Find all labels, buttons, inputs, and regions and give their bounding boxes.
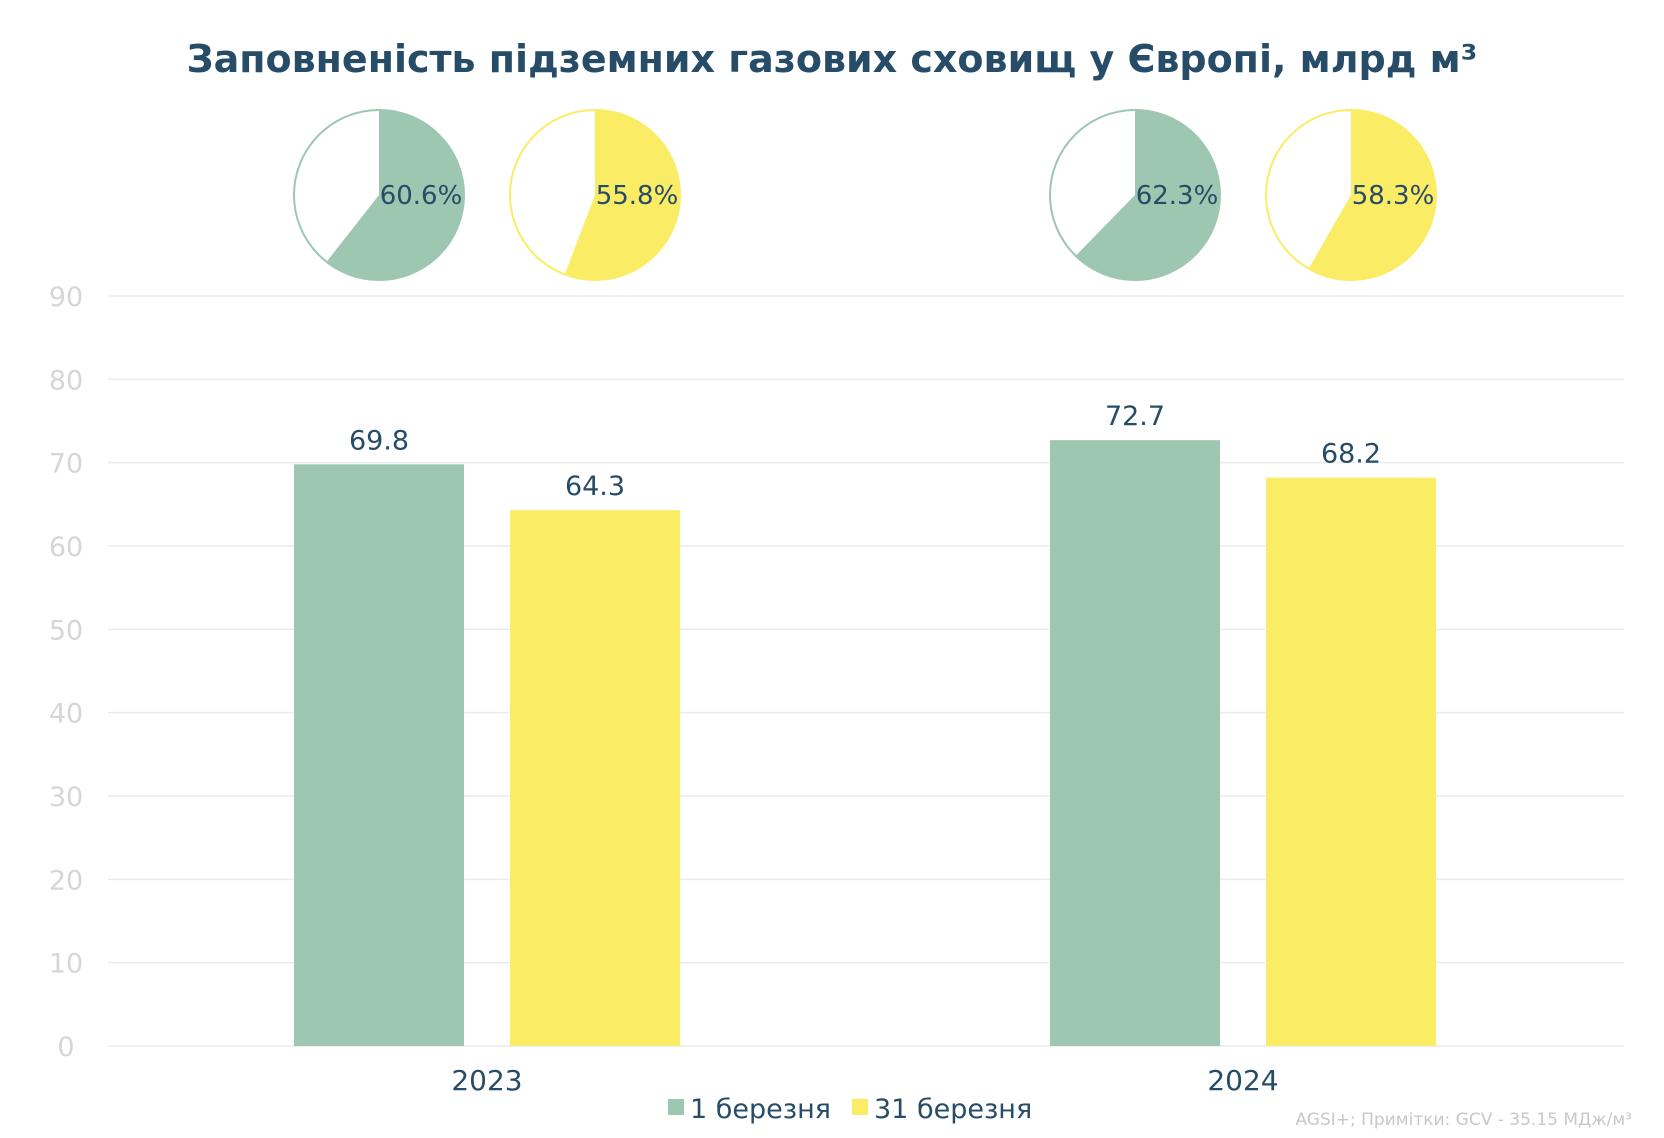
bar-2024-1 bbox=[1266, 477, 1436, 1047]
pie-2023-1: 55.8% bbox=[509, 109, 681, 281]
pie-slice bbox=[1075, 110, 1220, 280]
bars bbox=[294, 440, 1436, 1047]
pie-percent-label: 60.6% bbox=[380, 181, 463, 211]
pie-percent-label: 58.3% bbox=[1352, 181, 1435, 211]
x-axis-label: 2024 bbox=[1207, 1064, 1278, 1097]
legend-swatch bbox=[852, 1099, 868, 1115]
bar-value-label: 64.3 bbox=[565, 471, 625, 502]
pie-percent-label: 62.3% bbox=[1136, 181, 1219, 211]
y-tick-label: 0 bbox=[57, 1032, 74, 1063]
source-note: AGSI+; Примітки: GCV - 35.15 МДж/м³ bbox=[1295, 1110, 1632, 1130]
pie-2023-0: 60.6% bbox=[293, 109, 465, 281]
bar-value-label: 72.7 bbox=[1105, 401, 1165, 432]
legend-item: 31 березня bbox=[852, 1094, 1032, 1125]
bar-value-label: 68.2 bbox=[1321, 439, 1381, 470]
y-tick-label: 30 bbox=[49, 782, 83, 813]
bar-2023-1 bbox=[510, 510, 680, 1047]
bar-2023-0 bbox=[294, 464, 464, 1046]
y-tick-label: 60 bbox=[49, 532, 83, 563]
legend-item: 1 березня bbox=[668, 1094, 831, 1125]
y-tick-label: 10 bbox=[49, 949, 83, 980]
y-axis-ticks: 0 10 20 30 40 50 60 70 80 90 bbox=[49, 282, 83, 1063]
legend-label: 31 березня bbox=[874, 1094, 1032, 1125]
legend: 1 березня 31 березня bbox=[668, 1094, 1032, 1125]
y-tick-label: 20 bbox=[49, 865, 83, 896]
pie-2024-3: 58.3% bbox=[1265, 109, 1437, 281]
chart-title: Заповненість підземних газових сховищ у … bbox=[187, 37, 1478, 81]
bar-2024-0 bbox=[1050, 440, 1220, 1047]
y-tick-label: 50 bbox=[49, 615, 83, 646]
pie-slice bbox=[1308, 110, 1436, 280]
pie-slice bbox=[564, 110, 680, 280]
pies: 60.6% 55.8% 62.3% 58.3% bbox=[293, 109, 1437, 281]
y-tick-label: 90 bbox=[49, 282, 83, 313]
x-axis-labels: 2023 2024 bbox=[451, 1064, 1278, 1097]
bar-value-label: 69.8 bbox=[349, 425, 409, 456]
legend-swatch bbox=[668, 1099, 684, 1115]
bar-value-labels: 69.8 64.3 72.7 68.2 bbox=[349, 401, 1381, 502]
y-tick-label: 80 bbox=[49, 365, 83, 396]
y-tick-label: 40 bbox=[49, 699, 83, 730]
legend-label: 1 березня bbox=[690, 1094, 831, 1125]
pie-percent-label: 55.8% bbox=[596, 181, 679, 211]
x-axis-label: 2023 bbox=[451, 1064, 522, 1097]
y-tick-label: 70 bbox=[49, 449, 83, 480]
pie-slice bbox=[326, 110, 465, 280]
pie-2024-2: 62.3% bbox=[1049, 109, 1221, 281]
